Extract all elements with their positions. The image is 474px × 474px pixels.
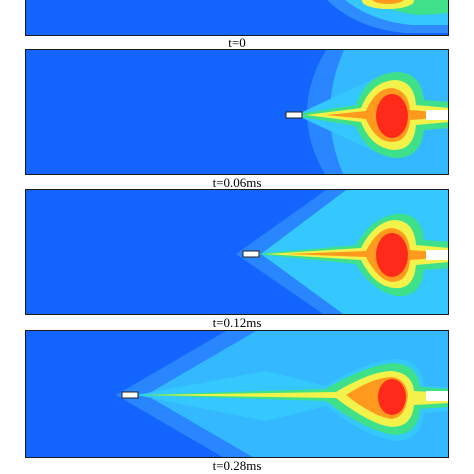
contour-field-t012 (26, 190, 448, 314)
frame-label-t012: t=0.12ms (212, 315, 262, 330)
frame-panel-t028 (25, 330, 449, 458)
frame-panel-t0 (25, 0, 449, 36)
contour-field-t028 (26, 331, 448, 457)
frame-panel-t012 (25, 189, 449, 315)
contour-field-t006 (26, 50, 448, 174)
frame-label-t028: t=0.28ms (212, 458, 262, 473)
frame-label-t0: t=0 (228, 35, 246, 50)
frame-panel-t006 (25, 49, 449, 175)
contour-field-t0 (26, 0, 448, 35)
frame-label-t006: t=0.06ms (212, 175, 262, 190)
